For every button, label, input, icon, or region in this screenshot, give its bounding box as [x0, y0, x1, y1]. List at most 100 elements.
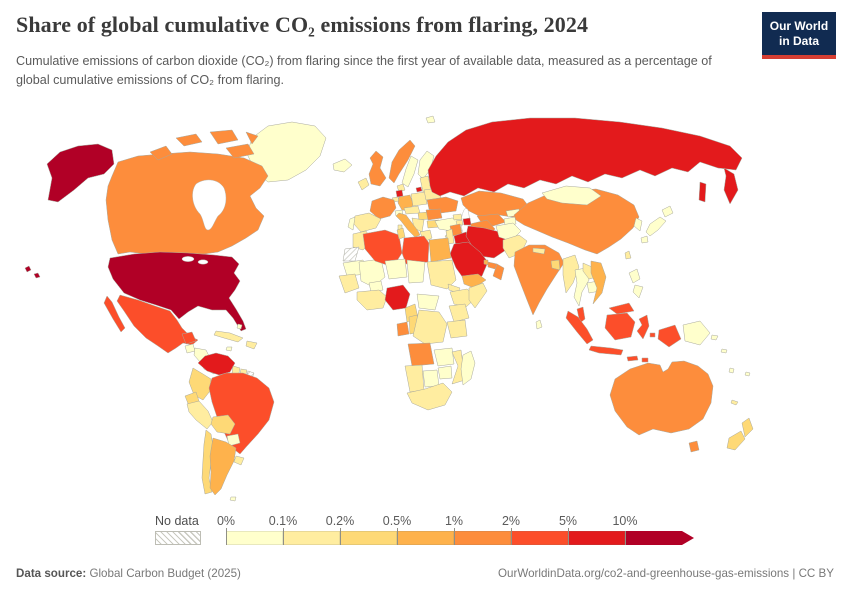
country-russia[interactable]: [723, 167, 739, 205]
country-canada[interactable]: [105, 151, 269, 255]
country-kenya[interactable]: [448, 303, 470, 323]
country-png[interactable]: [710, 334, 719, 341]
country-nigeria[interactable]: [384, 284, 411, 311]
country-mongolia[interactable]: [541, 185, 602, 206]
country-philippines[interactable]: [628, 268, 641, 284]
country-canada[interactable]: [225, 143, 255, 159]
country-brazil[interactable]: [208, 372, 275, 455]
legend-band-0.2-0.5%[interactable]: [339, 528, 397, 545]
country-armenia[interactable]: [455, 219, 464, 226]
country-bolivia[interactable]: [210, 414, 236, 435]
country-uk[interactable]: [368, 150, 387, 187]
legend-band-0.5-1%[interactable]: [396, 528, 454, 545]
country-mexico[interactable]: [116, 294, 199, 354]
country-usa[interactable]: [24, 265, 32, 273]
country-chad[interactable]: [406, 259, 426, 284]
country-solomon[interactable]: [720, 348, 728, 354]
country-georgia[interactable]: [452, 213, 463, 221]
country-egypt[interactable]: [428, 237, 452, 263]
country-korea[interactable]: [633, 217, 643, 232]
country-peru[interactable]: [186, 400, 214, 430]
country-indonesia[interactable]: [626, 355, 639, 362]
country-australia[interactable]: [609, 360, 714, 436]
country-indonesia[interactable]: [588, 345, 624, 356]
country-usa[interactable]: [107, 251, 247, 332]
country-russia[interactable]: [427, 117, 743, 197]
country-vietnam[interactable]: [590, 260, 607, 305]
country-botswana[interactable]: [422, 369, 440, 388]
license-link[interactable]: CC BY: [798, 567, 834, 580]
legend-band-2-5%[interactable]: [510, 528, 568, 545]
country-south-africa[interactable]: [406, 382, 453, 411]
no-data-swatch[interactable]: [155, 531, 201, 545]
country-usa[interactable]: [46, 143, 115, 203]
country-ukraine[interactable]: [426, 196, 459, 214]
country-sri-lanka[interactable]: [535, 319, 543, 330]
country-bahamas[interactable]: [236, 323, 243, 330]
country-indonesia[interactable]: [565, 310, 594, 345]
country-usa[interactable]: [33, 272, 41, 279]
country-myanmar[interactable]: [562, 254, 580, 294]
country-drc[interactable]: [412, 309, 448, 345]
country-burkina[interactable]: [368, 280, 384, 293]
country-west-africa-coast[interactable]: [356, 289, 388, 311]
country-indonesia[interactable]: [604, 312, 636, 341]
country-russia[interactable]: [698, 181, 707, 203]
legend-band-0-0.1%[interactable]: [225, 528, 283, 545]
country-japan[interactable]: [640, 235, 649, 244]
country-png[interactable]: [682, 320, 711, 346]
country-qatar[interactable]: [483, 259, 489, 266]
country-new-caledonia[interactable]: [730, 399, 739, 406]
country-russia[interactable]: [415, 186, 423, 193]
country-canada[interactable]: [245, 131, 259, 145]
country-bangladesh[interactable]: [550, 259, 561, 271]
legend-band-5-10%[interactable]: [567, 528, 625, 545]
country-car[interactable]: [416, 293, 440, 311]
country-guatemala[interactable]: [184, 343, 196, 354]
country-svalbard[interactable]: [425, 115, 436, 124]
country-norway[interactable]: [388, 139, 416, 184]
country-tanzania[interactable]: [446, 319, 468, 339]
country-libya[interactable]: [401, 235, 430, 265]
country-romania[interactable]: [425, 208, 443, 221]
country-indonesia[interactable]: [649, 332, 656, 338]
country-new-zealand[interactable]: [726, 430, 746, 451]
country-sudan[interactable]: [426, 259, 457, 290]
country-indonesia[interactable]: [657, 324, 682, 348]
country-new-zealand[interactable]: [741, 417, 754, 438]
country-canada[interactable]: [175, 133, 203, 147]
country-argentina[interactable]: [209, 437, 237, 496]
country-iceland[interactable]: [332, 158, 353, 173]
country-indonesia[interactable]: [641, 357, 649, 363]
country-mexico[interactable]: [181, 331, 197, 345]
country-namibia[interactable]: [404, 364, 425, 393]
country-nepal[interactable]: [532, 247, 546, 255]
country-uae[interactable]: [487, 261, 498, 270]
owid-logo[interactable]: Our World in Data: [762, 12, 836, 59]
country-vanuatu[interactable]: [728, 367, 735, 374]
country-netherlands[interactable]: [395, 189, 404, 198]
country-niger[interactable]: [384, 258, 408, 280]
country-portugal[interactable]: [347, 216, 356, 231]
country-india[interactable]: [513, 244, 565, 316]
country-italy[interactable]: [395, 212, 421, 238]
legend-band-1-2%[interactable]: [453, 528, 511, 545]
country-angola[interactable]: [407, 342, 435, 367]
country-paraguay[interactable]: [226, 433, 241, 447]
country-sweden[interactable]: [401, 155, 419, 188]
country-madagascar[interactable]: [460, 350, 476, 386]
legend-no-data[interactable]: No data: [155, 514, 201, 545]
country-japan[interactable]: [645, 216, 667, 237]
country-tunisia[interactable]: [396, 227, 406, 240]
legend-band-10%+[interactable]: [625, 531, 694, 545]
country-ireland[interactable]: [357, 177, 370, 191]
country-hispaniola[interactable]: [245, 340, 258, 350]
country-indonesia[interactable]: [636, 314, 650, 340]
country-saudi-arabia[interactable]: [449, 241, 489, 283]
country-denmark[interactable]: [396, 183, 406, 193]
country-cuba[interactable]: [213, 330, 244, 343]
data-source[interactable]: Data source: Global Carbon Budget (2025): [16, 567, 241, 580]
country-colombia[interactable]: [188, 367, 212, 401]
country-japan[interactable]: [661, 205, 674, 218]
country-western-sahara[interactable]: [342, 246, 360, 262]
